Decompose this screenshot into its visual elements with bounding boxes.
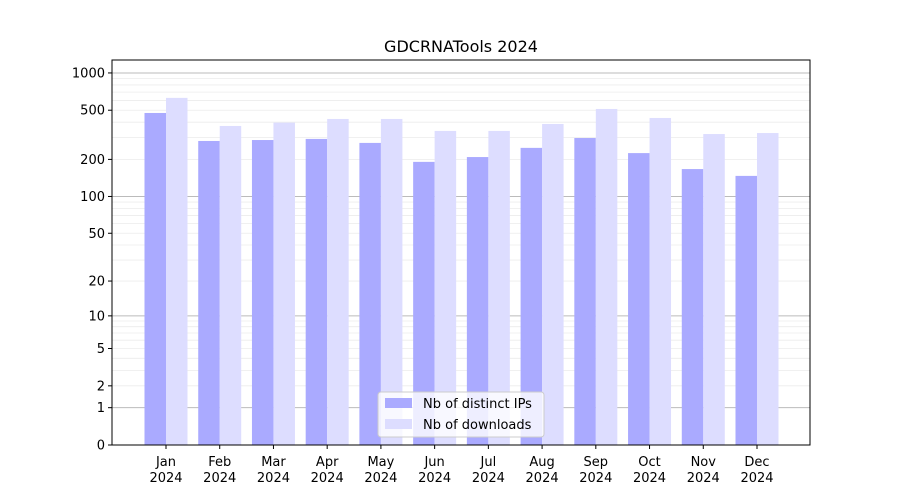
y-tick-label: 50 (88, 227, 105, 242)
y-tick-label: 0 (97, 439, 105, 454)
bar-distinct-ips (735, 175, 757, 445)
bar-downloads (327, 118, 349, 445)
y-tick-label: 200 (80, 153, 105, 168)
bar-distinct-ips (198, 140, 220, 445)
bar-distinct-ips (466, 157, 489, 445)
bar-downloads (273, 122, 295, 445)
y-tick-label: 500 (80, 104, 105, 119)
x-tick-label-month: Jul (480, 455, 497, 470)
x-tick-label-month: Nov (691, 455, 717, 470)
y-tick-label: 100 (80, 190, 105, 205)
y-tick-label: 5 (97, 342, 105, 357)
x-tick-label-year: 2024 (418, 471, 451, 486)
x-tick-label-year: 2024 (149, 471, 182, 486)
y-axis: 0 1 2 5 10 20 50 100 200 500 1000 (72, 66, 112, 454)
x-tick-label-month: Aug (529, 455, 554, 470)
x-tick-label-year: 2024 (740, 471, 773, 486)
x-tick-label-month: Jan (155, 455, 176, 470)
plot-frame (111, 59, 811, 446)
bar-downloads (380, 118, 403, 445)
x-tick-label-year: 2024 (526, 471, 559, 486)
x-tick-label-month: May (367, 455, 394, 470)
y-tick-label: 1 (97, 401, 105, 416)
x-tick-label-year: 2024 (257, 471, 290, 486)
bar-distinct-ips (681, 169, 704, 445)
bar-distinct-ips (628, 153, 650, 445)
chart-title: GDCRNATools 2024 (384, 37, 538, 56)
x-tick-label-year: 2024 (633, 471, 666, 486)
bar-downloads (757, 133, 779, 445)
legend-swatch-downloads (385, 419, 412, 429)
bar-distinct-ips (144, 112, 166, 445)
y-tick-label: 2 (97, 379, 105, 394)
y-tick-label: 10 (88, 309, 105, 324)
legend-label-ips: Nb of distinct IPs (423, 397, 532, 412)
x-tick-label-month: Oct (638, 455, 660, 470)
bar-distinct-ips (413, 161, 435, 445)
x-tick-label-year: 2024 (472, 471, 505, 486)
bar-distinct-ips (359, 142, 381, 445)
bar-distinct-ips (305, 138, 328, 445)
x-tick-label-year: 2024 (364, 471, 397, 486)
x-tick-label-year: 2024 (579, 471, 612, 486)
x-tick-label-year: 2024 (311, 471, 344, 486)
x-tick-label-month: Mar (261, 455, 286, 470)
bar-downloads (595, 108, 618, 446)
bar-distinct-ips (574, 138, 596, 445)
x-tick-label-month: Jun (423, 455, 444, 470)
x-tick-label-month: Sep (584, 455, 609, 470)
legend: Nb of distinct IPs Nb of downloads (377, 391, 545, 438)
bar-downloads (434, 130, 457, 445)
x-tick-label-month: Dec (744, 455, 769, 470)
x-axis: Jan2024Feb2024Mar2024Apr2024May2024Jun20… (149, 445, 774, 486)
bar-downloads (542, 123, 564, 445)
bar-downloads (703, 134, 725, 445)
bar-distinct-ips (251, 140, 274, 445)
y-tick-label: 1000 (72, 66, 105, 81)
legend-swatch-ips (385, 398, 412, 408)
legend-label-downloads: Nb of downloads (423, 418, 532, 433)
y-tick-label: 20 (88, 275, 105, 290)
bar-downloads (219, 125, 242, 445)
x-tick-label-month: Apr (316, 455, 339, 470)
x-tick-label-year: 2024 (203, 471, 236, 486)
x-tick-label-month: Feb (208, 455, 231, 470)
bar-downloads (488, 130, 510, 445)
bars (144, 97, 779, 446)
bar-distinct-ips (520, 147, 543, 445)
bar-downloads (649, 117, 672, 446)
x-tick-label-year: 2024 (687, 471, 720, 486)
bar-downloads (166, 97, 188, 445)
